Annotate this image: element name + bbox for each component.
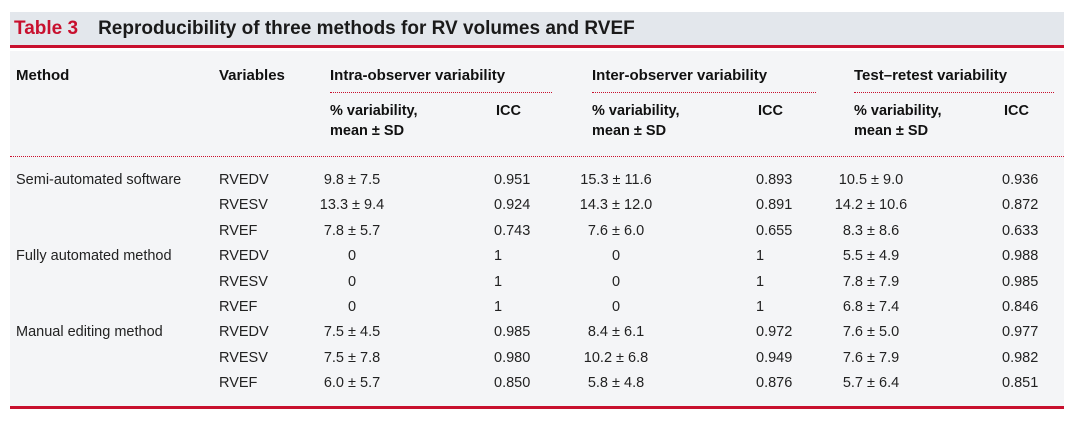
test-pct-cell: 7.6 ± 5.0 xyxy=(842,324,900,341)
test-icc-header: ICC xyxy=(1004,103,1029,119)
test-icc-cell: 0.982 xyxy=(1002,349,1039,366)
intra-icc-cell: 0.743 xyxy=(494,222,531,239)
method-cell: Semi-automated software xyxy=(16,172,182,188)
test-pct-header: % variability, mean ± SD xyxy=(854,101,942,141)
header-separator xyxy=(10,156,1064,157)
inter-icc-cell: 0.972 xyxy=(756,324,793,341)
test-underline xyxy=(854,92,1054,93)
test-pct-cell: 5.5 ± 4.9 xyxy=(842,248,900,265)
table-number: Table 3 xyxy=(14,17,79,39)
pct-line2: mean ± SD xyxy=(330,123,405,139)
method-cell: Fully automated method xyxy=(16,248,172,265)
inter-pct-cell: 0 xyxy=(611,299,621,315)
intra-icc-cell: 0.924 xyxy=(494,197,531,214)
intra-icc-cell: 0.951 xyxy=(494,172,531,188)
intra-pct-cell: 0 xyxy=(347,299,357,315)
variable-cell: RVEF xyxy=(219,299,258,315)
test-icc-cell: 0.988 xyxy=(1002,248,1039,265)
variable-cell: RVESV xyxy=(219,349,268,366)
header-test-retest: Test–retest variability xyxy=(854,67,1008,84)
inter-icc-cell: 1 xyxy=(756,248,765,265)
test-pct-cell: 10.5 ± 9.0 xyxy=(838,172,904,188)
table-title-bar: Table 3 Reproducibility of three methods… xyxy=(10,12,1064,48)
intra-pct-cell: 7.5 ± 4.5 xyxy=(323,324,381,341)
test-icc-cell: 0.977 xyxy=(1002,324,1039,341)
intra-icc-cell: 1 xyxy=(494,248,503,265)
intra-pct-cell: 0 xyxy=(347,273,357,290)
intra-pct-cell: 13.3 ± 9.4 xyxy=(319,197,385,214)
inter-icc-cell: 0.876 xyxy=(756,375,793,392)
inter-icc-cell: 0.949 xyxy=(756,349,793,366)
intra-pct-cell: 6.0 ± 5.7 xyxy=(323,375,381,392)
test-icc-cell: 0.633 xyxy=(1002,222,1039,239)
test-pct-cell: 7.8 ± 7.9 xyxy=(842,273,900,290)
inter-pct-cell: 7.6 ± 6.0 xyxy=(587,222,645,239)
test-pct-cell: 14.2 ± 10.6 xyxy=(834,197,908,214)
test-icc-cell: 0.985 xyxy=(1002,273,1039,290)
test-icc-cell: 0.872 xyxy=(1002,197,1039,214)
header-variables: Variables xyxy=(219,67,285,84)
test-pct-cell: 6.8 ± 7.4 xyxy=(842,299,900,315)
inter-pct-cell: 14.3 ± 12.0 xyxy=(579,197,653,214)
inter-pct-cell: 0 xyxy=(611,248,621,265)
inter-pct-cell: 10.2 ± 6.8 xyxy=(583,349,649,366)
test-pct-cell: 5.7 ± 6.4 xyxy=(842,375,900,392)
data-table: Method Variables Intra-observer variabil… xyxy=(10,51,1064,409)
variable-cell: RVEDV xyxy=(219,248,269,265)
inter-icc-cell: 1 xyxy=(756,273,765,290)
test-pct-cell: 8.3 ± 8.6 xyxy=(842,222,900,239)
pct-line1: % variability, xyxy=(854,103,942,119)
pct-line1: % variability, xyxy=(330,103,418,119)
inter-pct-cell: 8.4 ± 6.1 xyxy=(587,324,645,341)
method-cell: Manual editing method xyxy=(16,324,163,341)
intra-icc-cell: 1 xyxy=(494,299,503,315)
inter-icc-cell: 0.893 xyxy=(756,172,793,188)
pct-line2: mean ± SD xyxy=(854,123,929,139)
table-title: Reproducibility of three methods for RV … xyxy=(98,17,635,39)
variable-cell: RVESV xyxy=(219,197,268,214)
inter-icc-cell: 0.891 xyxy=(756,197,793,214)
pct-line2: mean ± SD xyxy=(592,123,667,139)
inter-icc-cell: 1 xyxy=(756,299,765,315)
variable-cell: RVEF xyxy=(219,375,258,392)
variable-cell: RVEDV xyxy=(219,172,269,188)
inter-pct-cell: 5.8 ± 4.8 xyxy=(587,375,645,392)
header-intra-observer: Intra-observer variability xyxy=(330,67,506,84)
intra-icc-cell: 1 xyxy=(494,273,503,290)
intra-icc-cell: 0.850 xyxy=(494,375,531,392)
intra-pct-cell: 7.5 ± 7.8 xyxy=(323,349,381,366)
intra-icc-header: ICC xyxy=(496,103,521,119)
inter-icc-cell: 0.655 xyxy=(756,222,793,239)
header-inter-observer: Inter-observer variability xyxy=(592,67,768,84)
intra-pct-cell: 0 xyxy=(347,248,357,265)
variable-cell: RVESV xyxy=(219,273,268,290)
test-pct-cell: 7.6 ± 7.9 xyxy=(842,349,900,366)
intra-pct-cell: 7.8 ± 5.7 xyxy=(323,222,381,239)
pct-line1: % variability, xyxy=(592,103,680,119)
inter-pct-header: % variability, mean ± SD xyxy=(592,101,680,141)
inter-underline xyxy=(592,92,816,93)
header-method: Method xyxy=(16,67,70,84)
test-icc-cell: 0.851 xyxy=(1002,375,1039,392)
intra-pct-header: % variability, mean ± SD xyxy=(330,101,418,141)
inter-pct-cell: 15.3 ± 11.6 xyxy=(580,172,652,188)
intra-icc-cell: 0.985 xyxy=(494,324,531,341)
variable-cell: RVEF xyxy=(219,222,258,239)
intra-underline xyxy=(330,92,552,93)
intra-pct-cell: 9.8 ± 7.5 xyxy=(323,172,381,188)
inter-icc-header: ICC xyxy=(758,103,783,119)
test-icc-cell: 0.846 xyxy=(1002,299,1039,315)
inter-pct-cell: 0 xyxy=(611,273,621,290)
intra-icc-cell: 0.980 xyxy=(494,349,531,366)
test-icc-cell: 0.936 xyxy=(1002,172,1039,188)
variable-cell: RVEDV xyxy=(219,324,269,341)
